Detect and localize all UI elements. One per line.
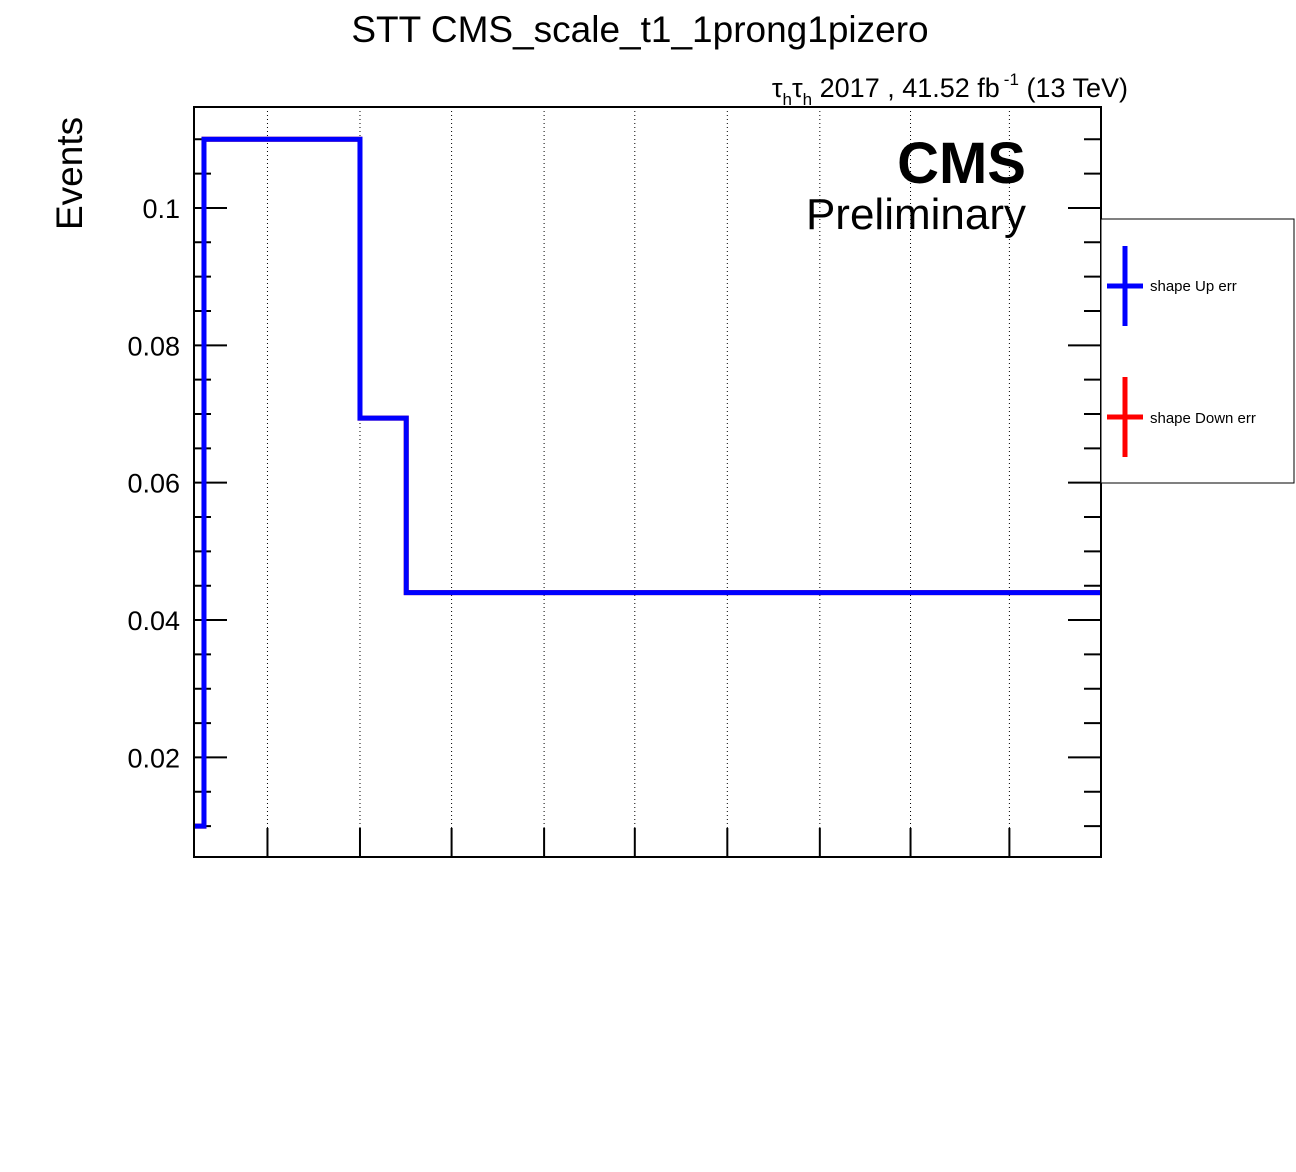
series-line-down xyxy=(194,136,1101,829)
chart-title: STT CMS_scale_t1_1prong1pizero xyxy=(351,9,928,50)
cms-label: CMS xyxy=(897,131,1026,196)
lumi-text: 2017 , 41.52 fb xyxy=(820,73,1000,103)
legend: shape Up err shape Down err xyxy=(1100,218,1295,484)
lumi-sup: -1 xyxy=(1004,70,1019,89)
lumi-tau-2: τ xyxy=(792,73,803,103)
y-tick-label: 0.04 xyxy=(127,606,180,636)
lumi-label: τhτh 2017 , 41.52 fb -1 (13 TeV) xyxy=(772,70,1128,109)
legend-box xyxy=(1100,218,1295,484)
lumi-energy: (13 TeV) xyxy=(1026,73,1128,103)
x-gridlines xyxy=(266,107,1010,857)
legend-label-up: shape Up err xyxy=(1150,278,1237,295)
legend-entry-up: shape Up err xyxy=(1107,246,1237,326)
series-line-up xyxy=(194,136,1101,829)
legend-label-down: shape Down err xyxy=(1150,410,1256,427)
lumi-sub-2: h xyxy=(803,90,812,109)
lumi-tau-1: τ xyxy=(772,73,783,103)
lumi-sub-1: h xyxy=(783,90,792,109)
histogram-series xyxy=(194,136,1101,829)
legend-entry-down: shape Down err xyxy=(1107,377,1256,457)
axis-ticks xyxy=(194,138,1101,857)
y-tick-label: 0.02 xyxy=(127,743,180,773)
y-axis-label: Events xyxy=(49,117,90,230)
y-tick-label: 0.06 xyxy=(127,469,180,499)
y-tick-label: 0.08 xyxy=(127,331,180,361)
y-tick-labels: 0.02 0.04 0.06 0.08 0.1 xyxy=(127,194,180,773)
cms-preliminary-label: Preliminary xyxy=(806,190,1026,239)
y-tick-label: 0.1 xyxy=(142,194,180,224)
